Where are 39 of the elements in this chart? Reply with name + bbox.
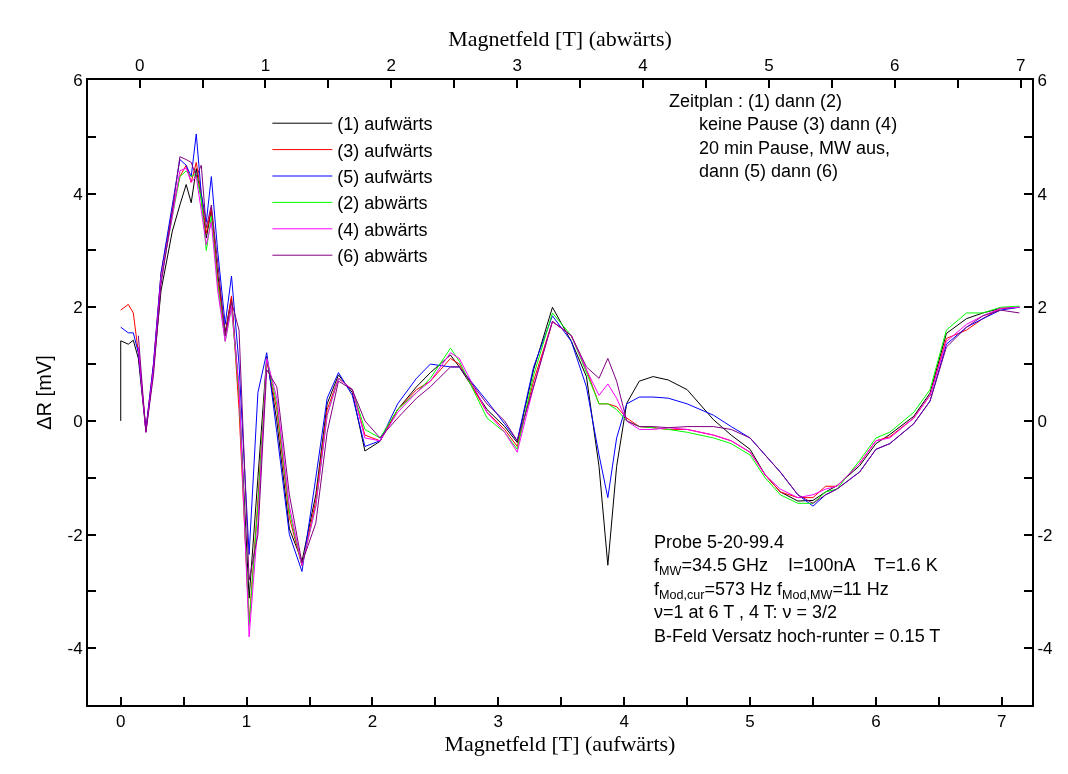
y-tick-label: -4 — [67, 639, 83, 659]
x2-tick-label: 4 — [638, 56, 648, 76]
y2-tick-label: 4 — [1037, 184, 1047, 204]
y-tick-label: -2 — [67, 525, 83, 545]
x2-tick-label: 7 — [1015, 56, 1026, 76]
x2-tick-label: 2 — [386, 56, 397, 76]
x-axis-title: Magnetfeld [T] (aufwärts) — [444, 731, 676, 757]
x-tick-label: 1 — [241, 712, 252, 732]
x-tick-label: 5 — [745, 712, 755, 732]
y-tick-label: 0 — [73, 411, 83, 431]
x2-axis-title: Magnetfeld [T] (abwärts) — [448, 25, 672, 51]
x-tick-label: 0 — [116, 712, 126, 732]
y2-tick-label: -2 — [1037, 525, 1053, 545]
x2-tick-label: 6 — [890, 56, 900, 76]
x2-tick-label: 5 — [764, 56, 774, 76]
x-tick-label: 4 — [619, 712, 629, 732]
y-tick-label: 2 — [73, 298, 83, 318]
y-tick-label: 4 — [73, 184, 83, 204]
x2-tick-label: 3 — [512, 56, 522, 76]
annotation: Zeitplan : (1) dann (2) keine Pause (3) dann (4) 20 min Pause, MW aus, dann (5) dann (6) — [669, 91, 898, 182]
legend-label: (2) abwärts — [337, 193, 428, 214]
text: Probe 5-20-99.4 f$_{MW}$=34.5 GHz I=100nA T=1.6 K f$_{Mod,cur}$=573 Hz f$_{Mod,MW}$=11 Hz ν=1 at 6 T , 4 T: ν = 3/2 B-Feld Versatz hoch-runter = 0.15 T — [654, 532, 941, 646]
x-tick-label: 7 — [997, 712, 1007, 732]
legend-label: (6) abwärts — [337, 246, 428, 267]
legend-label: (3) aufwärts — [337, 140, 433, 161]
x2-tick-label: 1 — [260, 56, 271, 76]
x2-tick-label: 0 — [134, 56, 145, 76]
legend-label: (5) aufwärts — [337, 167, 433, 188]
legend-label: (1) aufwärts — [337, 114, 433, 135]
y-axis-title: ΔR [mV] — [33, 355, 56, 430]
x-tick-label: 2 — [367, 712, 378, 732]
y2-tick-label: -4 — [1037, 639, 1053, 659]
y2-tick-label: 0 — [1037, 411, 1047, 431]
x-tick-label: 6 — [871, 712, 881, 732]
y2-tick-label: 6 — [1037, 70, 1047, 90]
y-tick-label: 6 — [73, 70, 83, 90]
x-tick-label: 3 — [493, 712, 504, 732]
legend-label: (4) abwärts — [337, 219, 428, 240]
y2-tick-label: 2 — [1037, 298, 1047, 318]
